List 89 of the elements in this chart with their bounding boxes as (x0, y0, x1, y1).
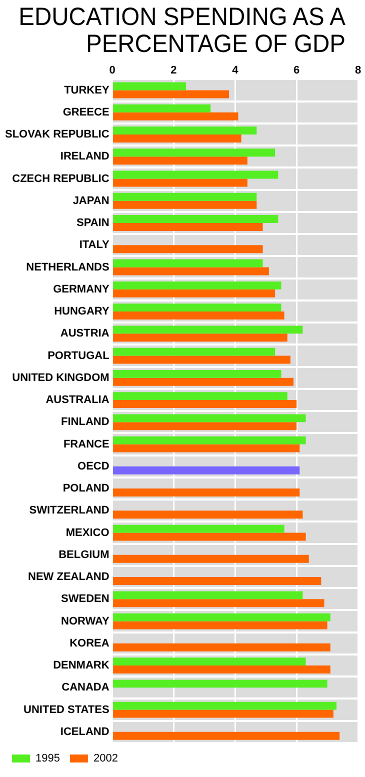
bar (113, 524, 284, 533)
bar (113, 334, 288, 342)
bar (113, 82, 186, 90)
bar (113, 643, 330, 652)
legend-label: 2002 (93, 752, 118, 765)
y-tick-label: NEW ZEALAND (28, 571, 110, 584)
bar (113, 304, 282, 312)
x-tick-label: 8 (354, 64, 362, 77)
y-tick-label: NETHERLANDS (26, 261, 110, 274)
bar (113, 680, 328, 688)
y-tick-label: AUSTRIA (60, 328, 110, 340)
bar (113, 392, 288, 400)
y-tick-label: SLOVAK REPUBLIC (4, 128, 110, 141)
bar (113, 134, 242, 142)
bar (113, 348, 276, 356)
bar (113, 267, 269, 276)
bar (113, 148, 276, 157)
bar (113, 577, 322, 586)
bar (113, 356, 290, 364)
bar (113, 621, 328, 630)
y-tick-label: ICELAND (60, 726, 110, 738)
bar (113, 281, 282, 290)
y-tick-label: IRELAND (60, 150, 110, 163)
bar (113, 245, 263, 254)
y-tick-label: AUSTRALIA (46, 394, 110, 406)
bar (113, 466, 300, 474)
y-tick-label: BELGIUM (58, 548, 110, 561)
y-tick-label: GREECE (62, 106, 110, 118)
bar (113, 510, 303, 519)
bar (113, 532, 306, 541)
bar (113, 422, 297, 430)
x-tick-label: 4 (232, 64, 240, 77)
bar (113, 259, 263, 268)
bar (113, 613, 330, 622)
bar (113, 488, 300, 497)
y-tick-label: FRANCE (63, 438, 110, 450)
y-tick-label: CANADA (62, 682, 110, 694)
bar (113, 200, 257, 209)
bar (113, 90, 230, 98)
bar (113, 170, 278, 179)
bar (113, 378, 294, 386)
bar (113, 554, 309, 563)
legend-label: 1995 (36, 752, 60, 765)
y-tick-label: CZECH REPUBLIC (12, 172, 110, 185)
y-tick-label: JAPAN (72, 194, 110, 207)
y-tick-label: SWEDEN (61, 593, 110, 606)
y-tick-label: HUNGARY (54, 306, 110, 318)
bar (113, 178, 248, 187)
y-tick-label: SWITZERLAND (29, 504, 110, 517)
bar (113, 414, 306, 422)
bar (113, 658, 306, 666)
y-tick-label: FINLAND (61, 416, 110, 428)
bar (113, 215, 278, 224)
x-tick-label: 2 (170, 64, 177, 77)
bar (113, 312, 284, 320)
y-tick-label: ITALY (79, 239, 110, 252)
y-tick-label: TURKEY (64, 84, 110, 96)
y-tick-label: OECD (78, 460, 110, 472)
bar (113, 126, 257, 135)
x-tick-label: 0 (109, 64, 116, 77)
bar (113, 192, 257, 201)
y-tick-label: KOREA (70, 637, 110, 650)
y-tick-label: DENMARK (53, 660, 110, 672)
bar (113, 289, 276, 298)
y-tick-label: UNITED STATES (24, 704, 110, 716)
bar (113, 156, 248, 165)
y-tick-label: NORWAY (61, 615, 110, 628)
bar (113, 732, 340, 740)
bar (113, 104, 211, 112)
bar (113, 666, 330, 674)
bar (113, 436, 306, 444)
y-tick-label: GERMANY (53, 283, 110, 296)
chart-title: EDUCATION SPENDING AS A PERCENTAGE OF GDP (18, 3, 346, 60)
y-tick-label: SPAIN (76, 217, 110, 230)
x-tick-label: 6 (294, 64, 300, 77)
bar (113, 370, 282, 378)
y-tick-label: POLAND (62, 482, 110, 495)
y-tick-label: UNITED KINGDOM (12, 372, 110, 384)
bar (113, 223, 263, 231)
bar (113, 400, 297, 408)
bar (113, 702, 336, 710)
bar (113, 599, 324, 608)
bar (113, 112, 238, 120)
bar (113, 591, 303, 600)
bar (113, 710, 334, 718)
bar (113, 326, 303, 334)
y-tick-label: PORTUGAL (48, 350, 110, 362)
y-tick-label: MEXICO (66, 526, 110, 539)
bar (113, 444, 300, 452)
